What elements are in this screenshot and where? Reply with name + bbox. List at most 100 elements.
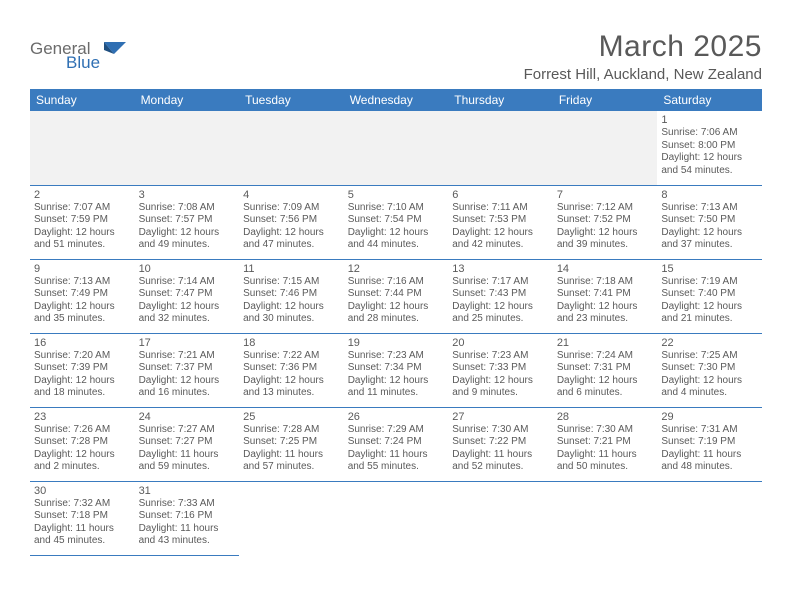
weekday-header: Monday bbox=[135, 89, 240, 111]
sunset-line: Sunset: 7:41 PM bbox=[557, 288, 654, 301]
daylight-line: Daylight: 12 hours and 2 minutes. bbox=[34, 449, 131, 474]
calendar-cell bbox=[239, 111, 344, 185]
daylight-line: Daylight: 12 hours and 21 minutes. bbox=[661, 301, 758, 326]
day-details: Sunrise: 7:30 AMSunset: 7:22 PMDaylight:… bbox=[452, 424, 549, 474]
sunrise-line: Sunrise: 7:15 AM bbox=[243, 276, 340, 289]
day-details: Sunrise: 7:27 AMSunset: 7:27 PMDaylight:… bbox=[139, 424, 236, 474]
day-details: Sunrise: 7:20 AMSunset: 7:39 PMDaylight:… bbox=[34, 350, 131, 400]
daylight-line: Daylight: 12 hours and 44 minutes. bbox=[348, 227, 445, 252]
day-details: Sunrise: 7:09 AMSunset: 7:56 PMDaylight:… bbox=[243, 202, 340, 252]
calendar-cell bbox=[448, 111, 553, 185]
calendar-cell: 15Sunrise: 7:19 AMSunset: 7:40 PMDayligh… bbox=[657, 259, 762, 333]
sunrise-line: Sunrise: 7:16 AM bbox=[348, 276, 445, 289]
daylight-line: Daylight: 12 hours and 18 minutes. bbox=[34, 375, 131, 400]
calendar-cell: 8Sunrise: 7:13 AMSunset: 7:50 PMDaylight… bbox=[657, 185, 762, 259]
sunrise-line: Sunrise: 7:23 AM bbox=[348, 350, 445, 363]
sunset-line: Sunset: 7:56 PM bbox=[243, 214, 340, 227]
day-details: Sunrise: 7:33 AMSunset: 7:16 PMDaylight:… bbox=[139, 498, 236, 548]
sunset-line: Sunset: 7:54 PM bbox=[348, 214, 445, 227]
sunrise-line: Sunrise: 7:32 AM bbox=[34, 498, 131, 511]
sunrise-line: Sunrise: 7:06 AM bbox=[661, 127, 758, 140]
day-details: Sunrise: 7:29 AMSunset: 7:24 PMDaylight:… bbox=[348, 424, 445, 474]
sunrise-line: Sunrise: 7:22 AM bbox=[243, 350, 340, 363]
day-number: 26 bbox=[348, 411, 445, 423]
daylight-line: Daylight: 12 hours and 51 minutes. bbox=[34, 227, 131, 252]
calendar-cell: 11Sunrise: 7:15 AMSunset: 7:46 PMDayligh… bbox=[239, 259, 344, 333]
daylight-line: Daylight: 11 hours and 52 minutes. bbox=[452, 449, 549, 474]
daylight-line: Daylight: 12 hours and 4 minutes. bbox=[661, 375, 758, 400]
generalblue-logo-icon: General Blue bbox=[30, 36, 140, 70]
daylight-line: Daylight: 12 hours and 9 minutes. bbox=[452, 375, 549, 400]
day-number: 11 bbox=[243, 263, 340, 275]
sunset-line: Sunset: 7:37 PM bbox=[139, 362, 236, 375]
day-number: 10 bbox=[139, 263, 236, 275]
calendar-cell: 26Sunrise: 7:29 AMSunset: 7:24 PMDayligh… bbox=[344, 407, 449, 481]
daylight-line: Daylight: 11 hours and 43 minutes. bbox=[139, 523, 236, 548]
calendar-cell: 12Sunrise: 7:16 AMSunset: 7:44 PMDayligh… bbox=[344, 259, 449, 333]
day-number: 4 bbox=[243, 189, 340, 201]
sunset-line: Sunset: 7:47 PM bbox=[139, 288, 236, 301]
sunset-line: Sunset: 7:36 PM bbox=[243, 362, 340, 375]
sunset-line: Sunset: 7:34 PM bbox=[348, 362, 445, 375]
sunset-line: Sunset: 7:46 PM bbox=[243, 288, 340, 301]
day-number: 15 bbox=[661, 263, 758, 275]
sunrise-line: Sunrise: 7:19 AM bbox=[661, 276, 758, 289]
sunrise-line: Sunrise: 7:09 AM bbox=[243, 202, 340, 215]
sunset-line: Sunset: 7:40 PM bbox=[661, 288, 758, 301]
calendar-cell bbox=[344, 481, 449, 555]
sunset-line: Sunset: 7:33 PM bbox=[452, 362, 549, 375]
day-number: 2 bbox=[34, 189, 131, 201]
day-details: Sunrise: 7:11 AMSunset: 7:53 PMDaylight:… bbox=[452, 202, 549, 252]
daylight-line: Daylight: 12 hours and 23 minutes. bbox=[557, 301, 654, 326]
daylight-line: Daylight: 12 hours and 54 minutes. bbox=[661, 152, 758, 177]
calendar-cell bbox=[344, 111, 449, 185]
weekday-header: Sunday bbox=[30, 89, 135, 111]
day-number: 27 bbox=[452, 411, 549, 423]
calendar-cell: 18Sunrise: 7:22 AMSunset: 7:36 PMDayligh… bbox=[239, 333, 344, 407]
day-details: Sunrise: 7:15 AMSunset: 7:46 PMDaylight:… bbox=[243, 276, 340, 326]
day-details: Sunrise: 7:14 AMSunset: 7:47 PMDaylight:… bbox=[139, 276, 236, 326]
calendar-cell: 10Sunrise: 7:14 AMSunset: 7:47 PMDayligh… bbox=[135, 259, 240, 333]
daylight-line: Daylight: 12 hours and 6 minutes. bbox=[557, 375, 654, 400]
day-number: 17 bbox=[139, 337, 236, 349]
day-number: 31 bbox=[139, 485, 236, 497]
daylight-line: Daylight: 12 hours and 28 minutes. bbox=[348, 301, 445, 326]
calendar-cell: 16Sunrise: 7:20 AMSunset: 7:39 PMDayligh… bbox=[30, 333, 135, 407]
daylight-line: Daylight: 12 hours and 30 minutes. bbox=[243, 301, 340, 326]
calendar-cell: 6Sunrise: 7:11 AMSunset: 7:53 PMDaylight… bbox=[448, 185, 553, 259]
sunset-line: Sunset: 7:59 PM bbox=[34, 214, 131, 227]
calendar-cell: 7Sunrise: 7:12 AMSunset: 7:52 PMDaylight… bbox=[553, 185, 658, 259]
day-details: Sunrise: 7:30 AMSunset: 7:21 PMDaylight:… bbox=[557, 424, 654, 474]
calendar-cell: 30Sunrise: 7:32 AMSunset: 7:18 PMDayligh… bbox=[30, 481, 135, 555]
sunset-line: Sunset: 7:30 PM bbox=[661, 362, 758, 375]
sunset-line: Sunset: 7:57 PM bbox=[139, 214, 236, 227]
sunset-line: Sunset: 7:50 PM bbox=[661, 214, 758, 227]
day-details: Sunrise: 7:06 AMSunset: 8:00 PMDaylight:… bbox=[661, 127, 758, 177]
calendar-header-row: SundayMondayTuesdayWednesdayThursdayFrid… bbox=[30, 89, 762, 111]
calendar-table: SundayMondayTuesdayWednesdayThursdayFrid… bbox=[30, 89, 762, 556]
calendar-cell: 22Sunrise: 7:25 AMSunset: 7:30 PMDayligh… bbox=[657, 333, 762, 407]
sunset-line: Sunset: 7:24 PM bbox=[348, 436, 445, 449]
calendar-cell bbox=[553, 481, 658, 555]
daylight-line: Daylight: 12 hours and 42 minutes. bbox=[452, 227, 549, 252]
sunset-line: Sunset: 7:52 PM bbox=[557, 214, 654, 227]
location-subtitle: Forrest Hill, Auckland, New Zealand bbox=[524, 66, 762, 83]
daylight-line: Daylight: 12 hours and 49 minutes. bbox=[139, 227, 236, 252]
day-details: Sunrise: 7:23 AMSunset: 7:34 PMDaylight:… bbox=[348, 350, 445, 400]
daylight-line: Daylight: 11 hours and 55 minutes. bbox=[348, 449, 445, 474]
daylight-line: Daylight: 12 hours and 13 minutes. bbox=[243, 375, 340, 400]
day-number: 16 bbox=[34, 337, 131, 349]
sunset-line: Sunset: 7:27 PM bbox=[139, 436, 236, 449]
day-number: 5 bbox=[348, 189, 445, 201]
sunrise-line: Sunrise: 7:23 AM bbox=[452, 350, 549, 363]
sunrise-line: Sunrise: 7:30 AM bbox=[452, 424, 549, 437]
sunrise-line: Sunrise: 7:27 AM bbox=[139, 424, 236, 437]
calendar-cell bbox=[553, 111, 658, 185]
day-details: Sunrise: 7:13 AMSunset: 7:49 PMDaylight:… bbox=[34, 276, 131, 326]
day-details: Sunrise: 7:19 AMSunset: 7:40 PMDaylight:… bbox=[661, 276, 758, 326]
day-number: 7 bbox=[557, 189, 654, 201]
day-details: Sunrise: 7:32 AMSunset: 7:18 PMDaylight:… bbox=[34, 498, 131, 548]
day-details: Sunrise: 7:10 AMSunset: 7:54 PMDaylight:… bbox=[348, 202, 445, 252]
day-number: 8 bbox=[661, 189, 758, 201]
calendar-cell: 29Sunrise: 7:31 AMSunset: 7:19 PMDayligh… bbox=[657, 407, 762, 481]
